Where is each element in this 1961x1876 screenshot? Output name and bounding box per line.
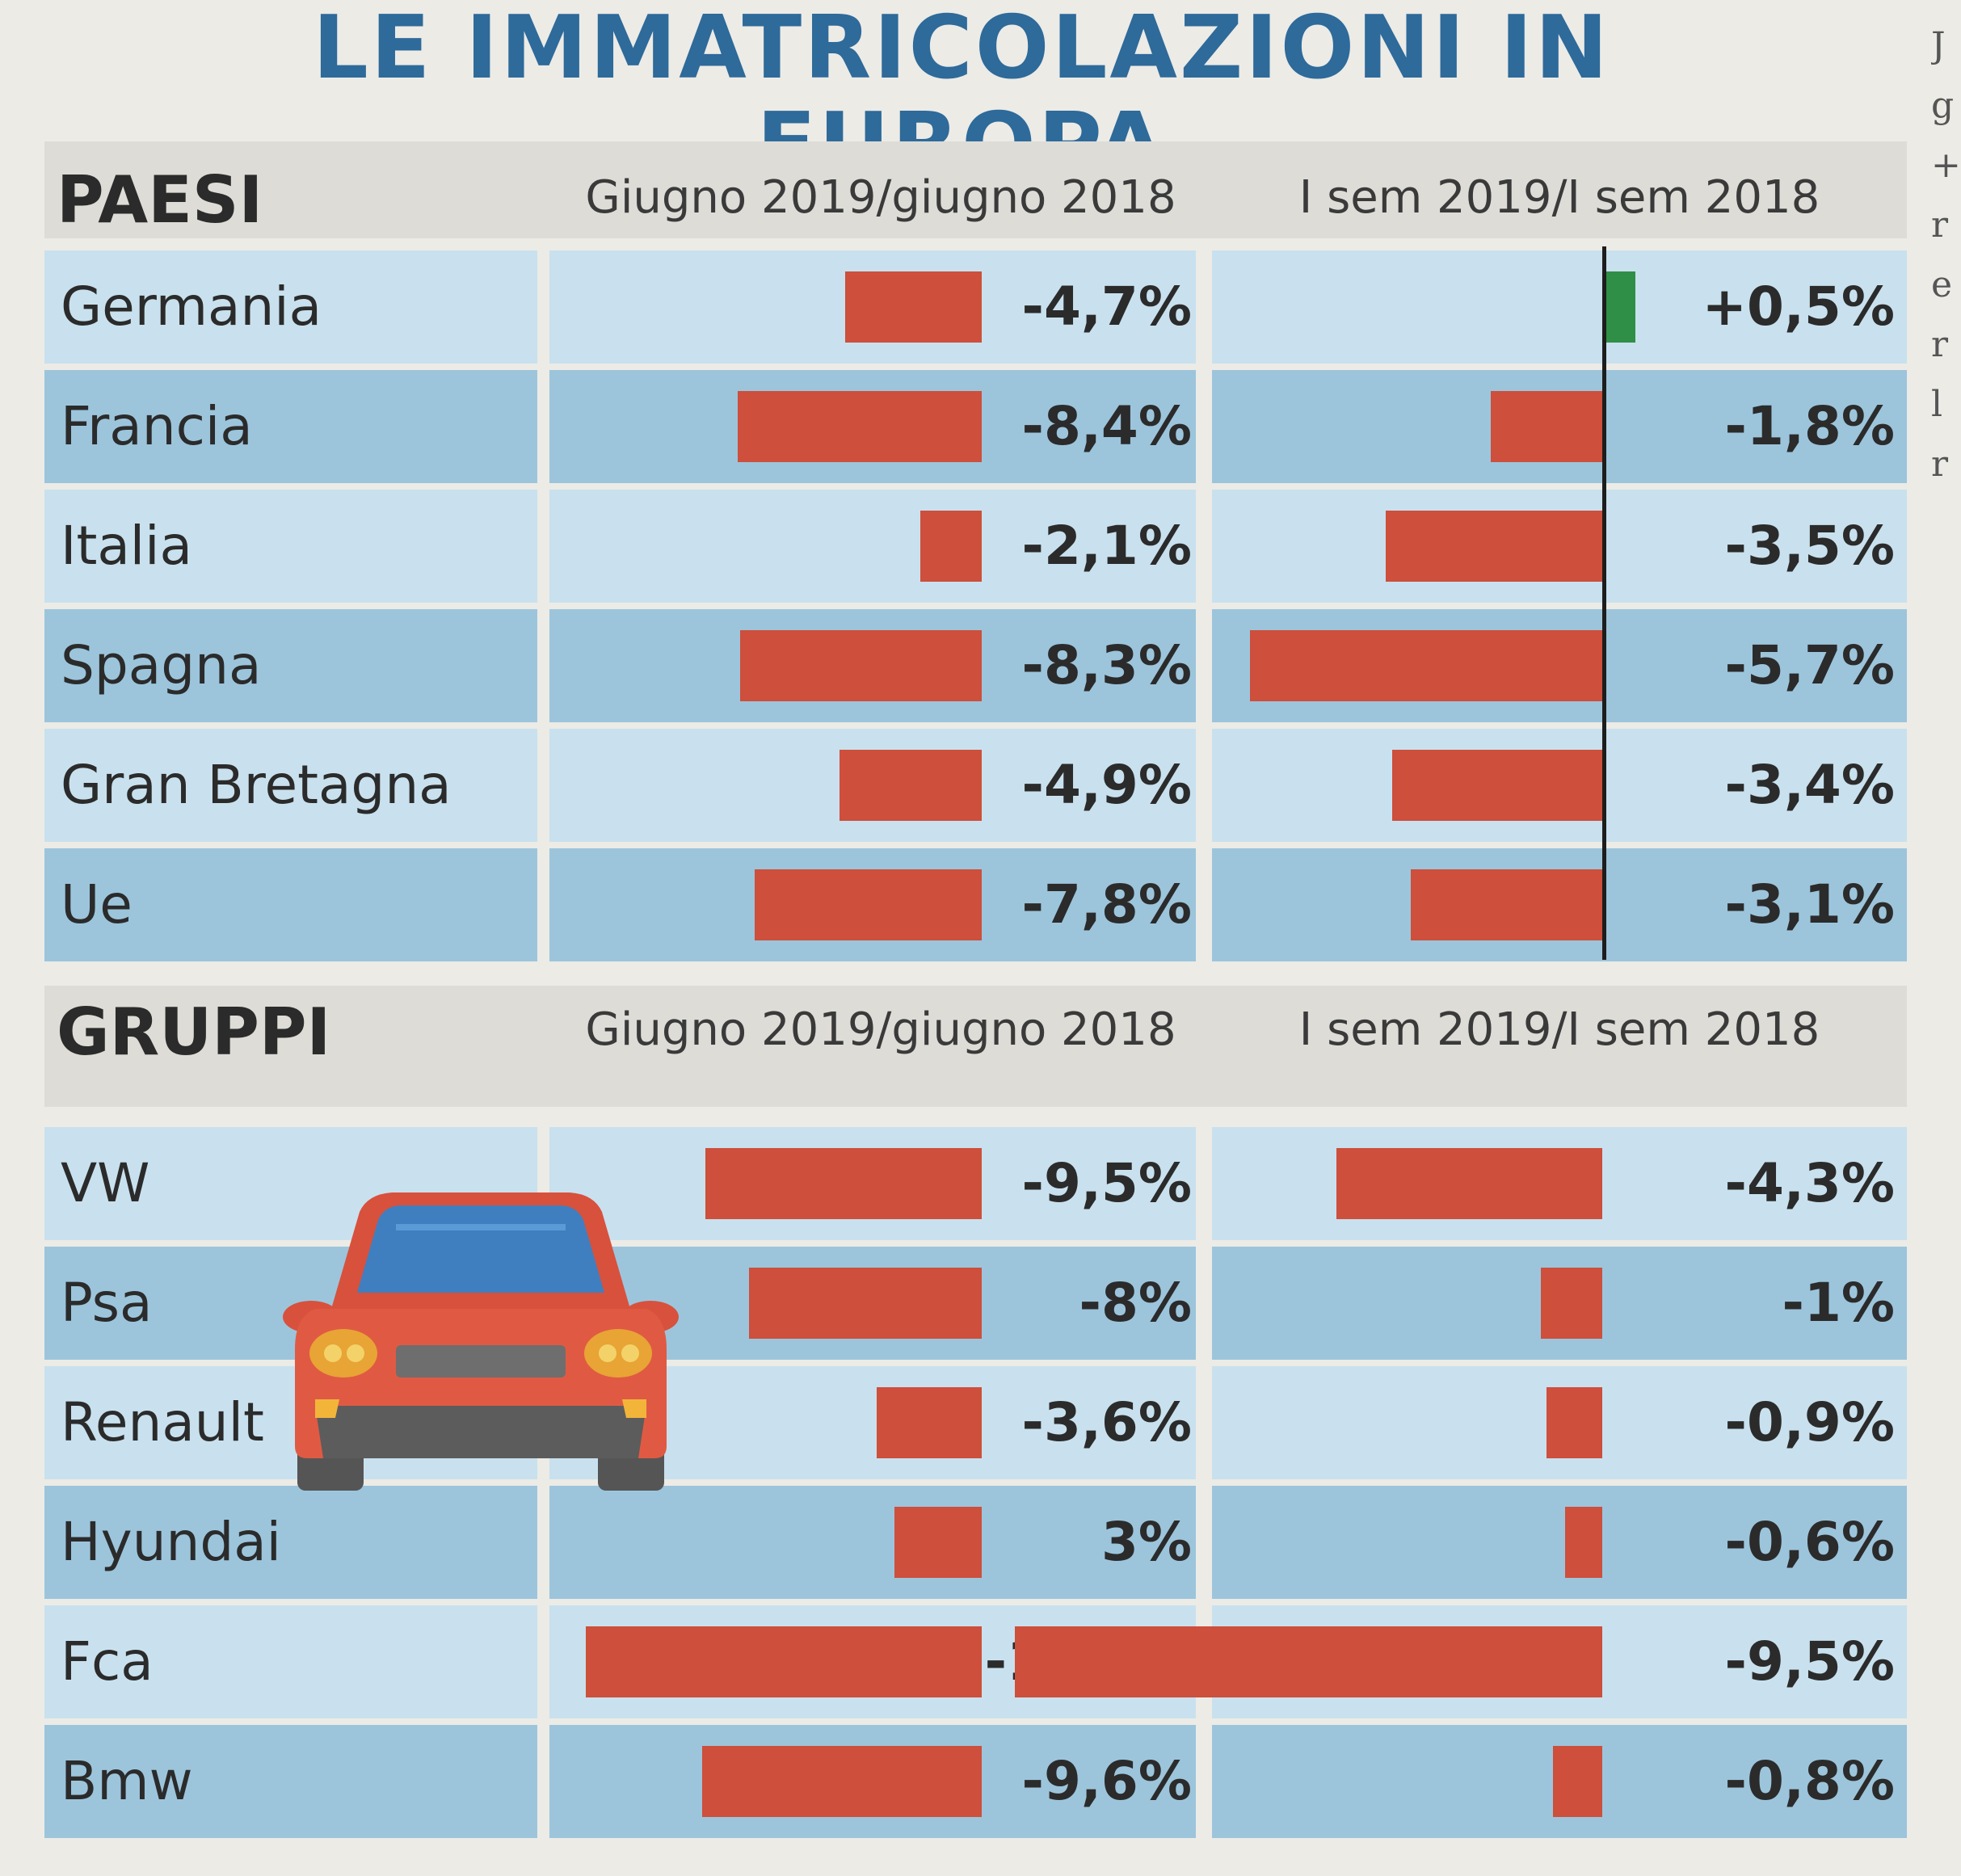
fragment-letter: e — [1931, 264, 1953, 305]
data-label: -8,4% — [1021, 395, 1192, 457]
category-label: Spagna — [61, 634, 262, 696]
row-label-cell — [44, 1725, 537, 1838]
data-label: -3,1% — [1724, 873, 1895, 936]
fragment-letter: + — [1931, 145, 1961, 186]
category-label: Gran Bretagna — [61, 754, 452, 816]
category-label: Francia — [61, 395, 253, 457]
bar — [702, 1746, 982, 1817]
data-label: -3,6% — [1021, 1391, 1192, 1453]
data-label: -4,9% — [1021, 754, 1192, 816]
data-label: -9,5% — [1021, 1152, 1192, 1214]
data-label: -7,8% — [1021, 873, 1192, 936]
row-label-cell — [44, 490, 537, 603]
bar — [1336, 1148, 1602, 1219]
data-label: -3,4% — [1724, 754, 1895, 816]
data-label: -8,3% — [1021, 634, 1192, 696]
column-header: Giugno 2019/giugno 2018 — [585, 171, 1176, 224]
bar — [894, 1507, 982, 1578]
bar — [1410, 869, 1602, 940]
data-label: -1,8% — [1724, 395, 1895, 457]
category-label: Italia — [61, 515, 192, 577]
header-band — [44, 141, 1907, 238]
row-bar-cell — [1212, 250, 1907, 364]
column-header: I sem 2019/I sem 2018 — [1298, 1003, 1820, 1056]
bar — [1015, 1626, 1602, 1697]
data-label: +0,5% — [1702, 276, 1895, 338]
bar — [740, 630, 982, 701]
data-label: -4,7% — [1021, 276, 1192, 338]
row-bar-cell — [549, 490, 1196, 603]
fragment-letter: l — [1931, 384, 1943, 425]
data-label: -5,7% — [1724, 634, 1895, 696]
data-label: -2,1% — [1021, 515, 1192, 577]
data-label: -3,5% — [1724, 515, 1895, 577]
row-label-cell — [44, 1605, 537, 1718]
bar — [920, 511, 982, 582]
row-label-cell — [44, 609, 537, 722]
row-label-cell — [44, 729, 537, 842]
category-label: Renault — [61, 1391, 264, 1453]
category-label: VW — [61, 1152, 150, 1214]
data-label: -1% — [1782, 1272, 1895, 1334]
bar — [1249, 630, 1602, 701]
bar — [1491, 391, 1602, 462]
bar — [1386, 511, 1602, 582]
data-label: -9,5% — [1724, 1630, 1895, 1693]
bar — [1565, 1507, 1602, 1578]
car-icon — [283, 1192, 679, 1491]
bar — [705, 1148, 982, 1219]
section-title: GRUPPI — [57, 995, 331, 1070]
fragment-letter: g — [1931, 85, 1955, 126]
row-label-cell — [44, 848, 537, 961]
category-label: Ue — [61, 873, 133, 936]
data-label: -0,6% — [1724, 1511, 1895, 1573]
fragment-letter: r — [1931, 444, 1949, 485]
row-bar-cell — [1212, 1486, 1907, 1599]
data-label: -0,8% — [1724, 1750, 1895, 1812]
bar — [1540, 1268, 1602, 1339]
bar — [877, 1387, 982, 1458]
data-label: -4,3% — [1724, 1152, 1895, 1214]
category-label: Germania — [61, 276, 322, 338]
category-label: Hyundai — [61, 1511, 282, 1573]
column-header: Giugno 2019/giugno 2018 — [585, 1003, 1176, 1056]
bar — [1605, 271, 1636, 343]
data-label: -8% — [1079, 1272, 1192, 1334]
row-label-cell — [44, 1486, 537, 1599]
category-label: Bmw — [61, 1750, 193, 1812]
data-label: -9,6% — [1021, 1750, 1192, 1812]
bar — [586, 1626, 982, 1697]
fragment-letter: r — [1931, 204, 1949, 246]
row-label-cell — [44, 370, 537, 483]
bar — [844, 271, 982, 343]
header-band — [44, 986, 1907, 1107]
section-title: PAESI — [57, 162, 263, 238]
bar — [1391, 750, 1602, 821]
fragment-letter: r — [1931, 324, 1949, 365]
bar — [755, 869, 982, 940]
bar — [749, 1268, 982, 1339]
column-header: I sem 2019/I sem 2018 — [1298, 171, 1820, 224]
data-label: -0,9% — [1724, 1391, 1895, 1453]
zero-axis-line — [1602, 246, 1606, 960]
category-label: Fca — [61, 1630, 154, 1693]
row-label-cell — [44, 250, 537, 364]
fragment-letter: J — [1931, 25, 1946, 66]
bar — [1552, 1746, 1602, 1817]
category-label: Psa — [61, 1272, 153, 1334]
bar — [737, 391, 982, 462]
bar — [1546, 1387, 1602, 1458]
data-label: 3% — [1100, 1511, 1192, 1573]
row-bar-cell — [549, 1486, 1196, 1599]
bar — [839, 750, 982, 821]
